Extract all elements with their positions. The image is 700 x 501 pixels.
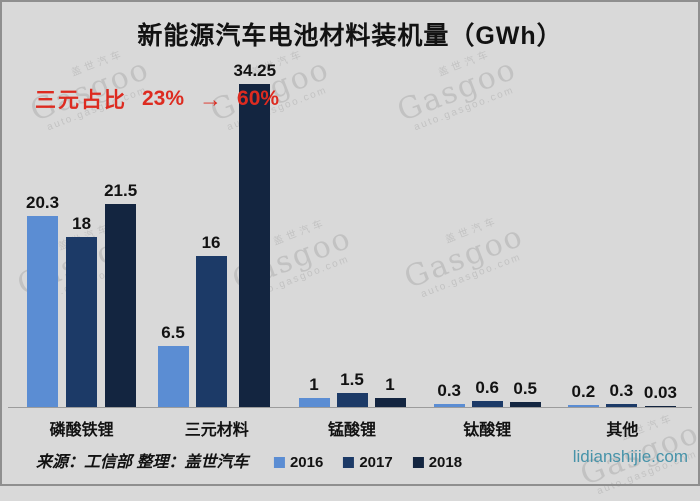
site-credit: lidianshijie.com [572, 447, 688, 466]
bar-group-1: 6.5 16 34.25 三元材料 [149, 61, 284, 439]
x-axis-baseline [8, 407, 692, 408]
bar-wrap: 21.5 [104, 181, 137, 407]
bar-wrap: 1.5 [336, 370, 368, 407]
bar-value-label: 18 [72, 214, 92, 233]
legend-swatch [343, 457, 355, 468]
bar-wrap: 6.5 [157, 323, 189, 407]
annotation: 三元占比 23% → 60% [35, 84, 279, 114]
legend-item-2016: 2016 [273, 454, 324, 471]
bar-2017-3 [471, 401, 503, 407]
bar-value-label: 16 [201, 233, 221, 252]
bar-value-label: 0.2 [571, 382, 596, 401]
category-label: 锰酸锂 [328, 422, 377, 439]
chart-area: 20.3 18 21.5 磷酸铁锂 6.5 16 34.25 三元材料 1 1.5 1 锰酸锂 0.3 0… [14, 61, 690, 439]
legend-label: 2018 [428, 454, 463, 471]
bar-value-label: 1 [309, 375, 319, 394]
bar-value-label: 0.3 [437, 381, 462, 400]
annotation-to: 60% [237, 87, 280, 110]
bar-2018-4 [644, 406, 676, 407]
source-note: 来源：工信部 整理：盖世汽车 [36, 454, 249, 471]
bar-group-3: 0.3 0.6 0.5 钛酸锂 [420, 62, 555, 439]
bar-value-label: 1.5 [340, 370, 364, 389]
bar-wrap: 16 [195, 233, 227, 407]
legend: 2016 2017 2018 [273, 454, 463, 471]
legend-label: 2017 [359, 454, 393, 471]
category-label: 磷酸铁锂 [49, 422, 114, 439]
legend-swatch [273, 457, 285, 468]
bar-value-label: 20.3 [26, 193, 60, 212]
annotation-from: 23% [142, 87, 185, 110]
bar-wrap: 18 [66, 214, 98, 407]
legend-item-2017: 2017 [343, 454, 393, 471]
bar-2016-1 [157, 346, 189, 407]
chart-title: 新能源汽车电池材料装机量（GWh） [137, 22, 563, 50]
bar-wrap: 0.3 [433, 381, 465, 407]
bar-value-label: 21.5 [104, 181, 138, 200]
legend-label: 2016 [289, 454, 324, 471]
bar-group-4: 0.2 0.3 0.03 其他 [555, 62, 690, 439]
bar-value-label: 0.6 [475, 378, 500, 397]
bar-2017-2 [336, 393, 368, 407]
category-label: 三元材料 [184, 422, 249, 439]
bar-2016-2 [298, 398, 330, 407]
bar-wrap: 0.2 [567, 382, 599, 407]
bar-value-label: 0.3 [609, 381, 634, 400]
bar-wrap: 0.3 [605, 381, 637, 407]
bar-2017-0 [66, 237, 98, 407]
bar-wrap: 1 [298, 375, 330, 407]
bar-2018-3 [509, 402, 541, 407]
bar-value-label: 0.03 [643, 383, 677, 402]
bar-value-label: 0.5 [513, 379, 538, 398]
bar-wrap: 1 [374, 375, 406, 407]
bar-2018-0 [105, 204, 137, 407]
bar-2016-4 [567, 405, 599, 407]
category-label: 钛酸锂 [463, 422, 512, 439]
bar-value-label: 34.25 [233, 61, 277, 80]
bar-group-2: 1 1.5 1 锰酸锂 [284, 62, 419, 439]
annotation-label: 三元占比 [35, 89, 127, 112]
bar-2016-3 [433, 404, 465, 407]
bar-wrap: 0.03 [644, 383, 677, 407]
bar-2017-1 [195, 256, 227, 407]
bar-2017-4 [605, 404, 637, 407]
bar-wrap: 0.5 [509, 379, 541, 407]
bar-group-0: 20.3 18 21.5 磷酸铁锂 [14, 62, 149, 439]
category-label: 其他 [606, 422, 639, 439]
bar-value-label: 1 [385, 375, 395, 394]
bar-wrap: 34.25 [233, 61, 277, 407]
arrow-right-icon: → [199, 85, 223, 112]
bar-2016-0 [27, 216, 59, 407]
legend-item-2018: 2018 [412, 454, 463, 471]
legend-swatch [412, 457, 424, 468]
bar-2018-2 [374, 398, 406, 407]
bar-wrap: 0.6 [471, 378, 503, 407]
bar-value-label: 6.5 [161, 323, 185, 342]
bar-2018-1 [239, 84, 271, 407]
bar-wrap: 20.3 [26, 193, 59, 407]
